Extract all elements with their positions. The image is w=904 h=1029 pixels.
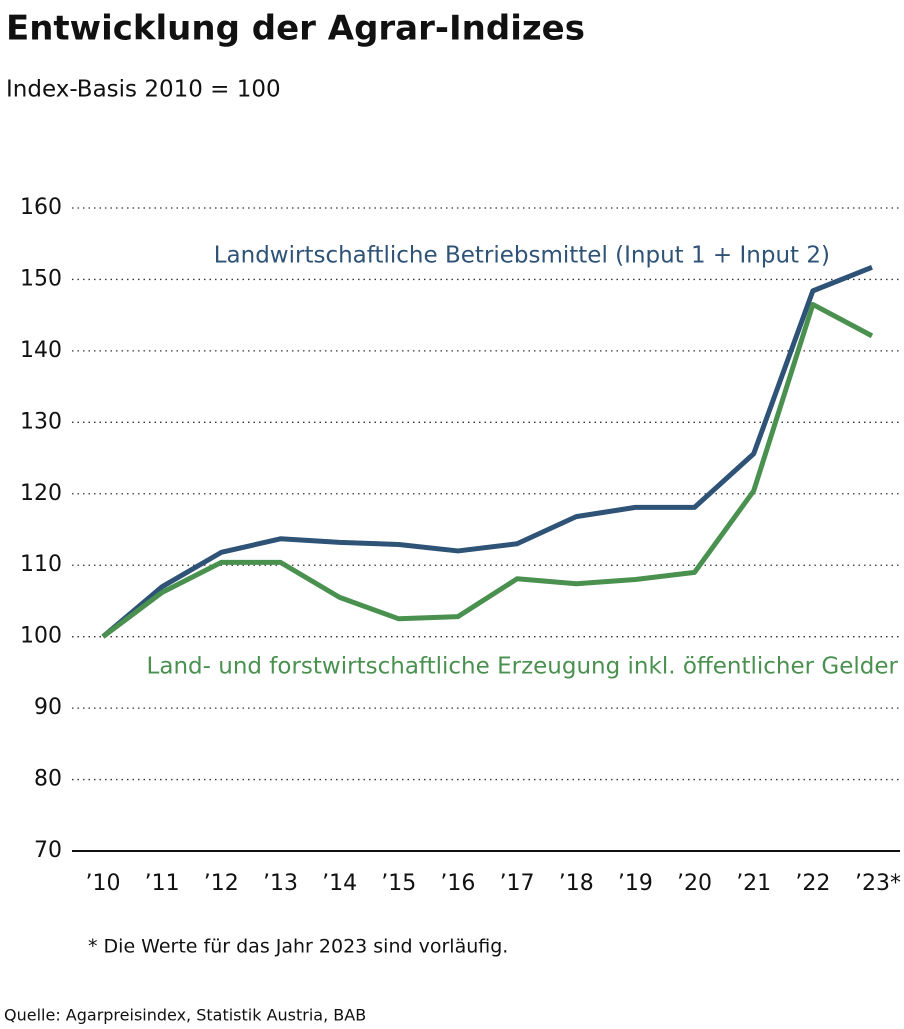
source: Quelle: Agarpreisindex, Statistik Austri… xyxy=(4,1006,366,1025)
series-line xyxy=(101,301,874,639)
x-tick-label: ’15 xyxy=(381,871,416,896)
series-line xyxy=(101,264,873,639)
x-tick-label: ’17 xyxy=(500,871,535,896)
series-label: Landwirtschaftliche Betriebsmittel (Inpu… xyxy=(214,243,830,269)
series-label: Land- und forstwirtschaftliche Erzeugung… xyxy=(147,654,899,680)
y-tick-label: 130 xyxy=(20,409,62,434)
chart-subtitle: Index-Basis 2010 = 100 xyxy=(6,77,281,103)
x-tick-label: ’16 xyxy=(440,871,475,896)
y-tick-label: 80 xyxy=(34,767,62,792)
x-tick-label: ’13 xyxy=(263,871,298,896)
x-tick-label: ’12 xyxy=(204,871,239,896)
x-tick-label: ’10 xyxy=(86,871,121,896)
x-tick-label: ’14 xyxy=(322,871,357,896)
chart-title: Entwicklung der Agrar-Indizes xyxy=(6,9,585,49)
y-tick-label: 140 xyxy=(20,338,62,363)
x-tick-label: ’11 xyxy=(145,871,180,896)
y-tick-label: 160 xyxy=(20,195,62,220)
x-tick-label: ’18 xyxy=(559,871,594,896)
footnote: * Die Werte für das Jahr 2023 sind vorlä… xyxy=(88,936,508,958)
y-tick-label: 90 xyxy=(34,695,62,720)
x-tick-label: ’19 xyxy=(618,871,653,896)
x-tick-label: ’22 xyxy=(795,871,830,896)
y-tick-label: 100 xyxy=(20,624,62,649)
x-tick-label: ’20 xyxy=(677,871,712,896)
y-tick-label: 120 xyxy=(20,481,62,506)
y-tick-label: 150 xyxy=(20,266,62,291)
x-tick-label: ’21 xyxy=(736,871,771,896)
x-tick-label: ’23* xyxy=(855,871,901,896)
y-tick-label: 110 xyxy=(20,552,62,577)
y-tick-label: 70 xyxy=(34,838,62,863)
